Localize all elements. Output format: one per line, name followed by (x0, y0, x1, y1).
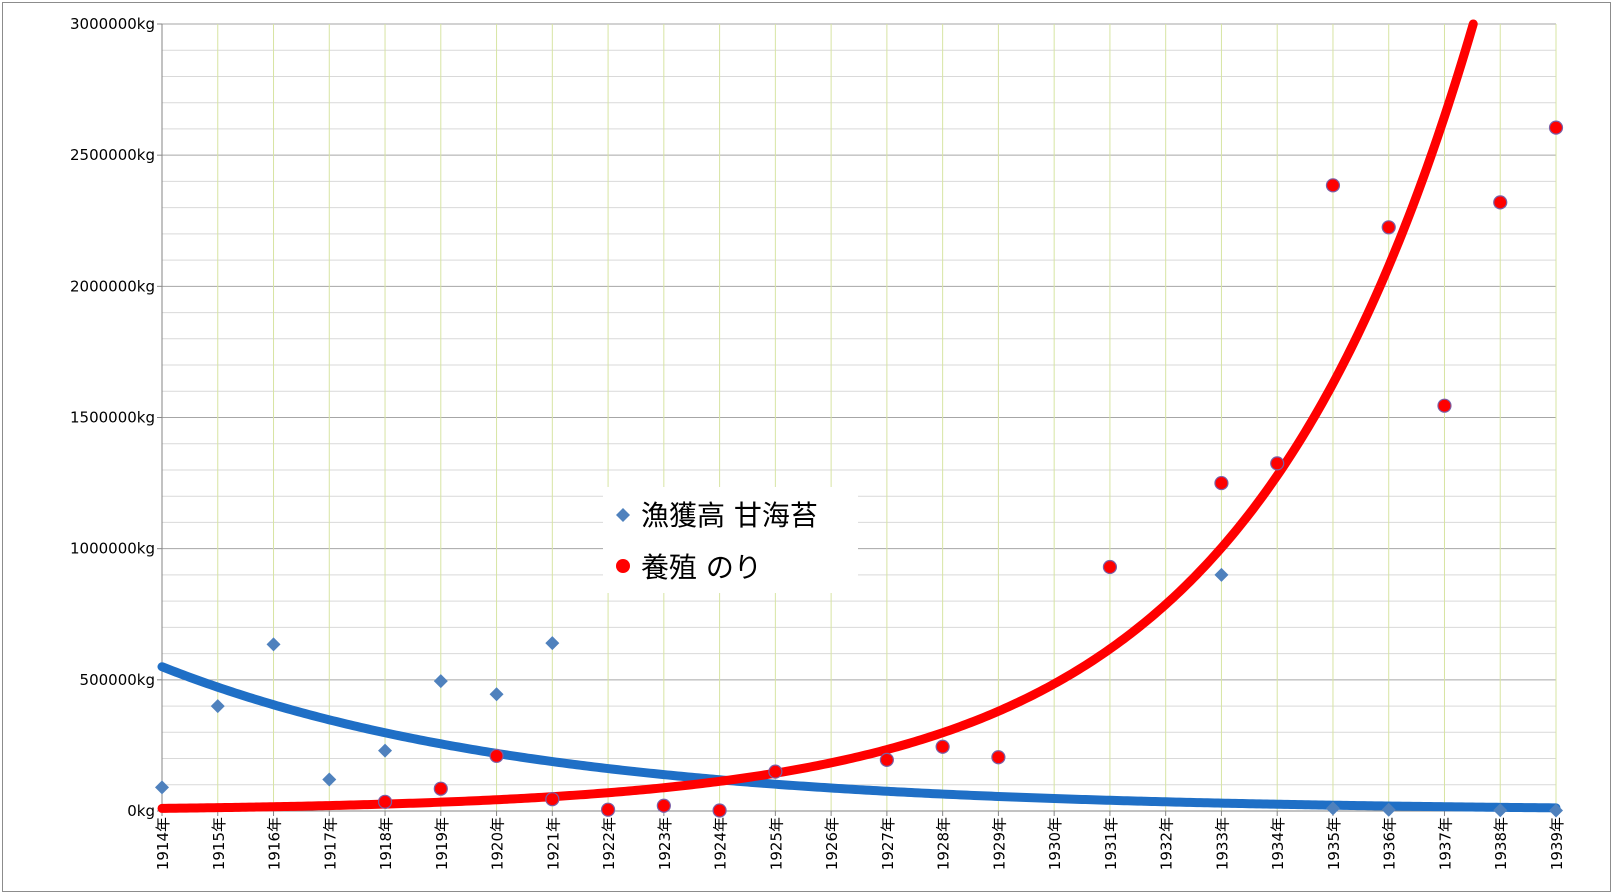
legend: 漁獲高 甘海苔 養殖 のり (603, 487, 858, 593)
data-point-diamond (433, 674, 448, 689)
x-tick-label: 1925年 (767, 817, 785, 870)
data-point-diamond (545, 636, 560, 651)
data-point-diamond (155, 780, 169, 795)
data-point-circle (1548, 120, 1564, 135)
x-tick-label: 1932年 (1158, 817, 1176, 870)
x-tick-label: 1914年 (154, 817, 172, 870)
x-tick-label: 1933年 (1213, 817, 1231, 870)
legend-marker-diamond (616, 508, 630, 522)
x-tick-label: 1919年 (433, 817, 451, 870)
data-points (155, 120, 1564, 818)
data-point-diamond (1549, 803, 1563, 818)
x-tick-label: 1923年 (656, 817, 674, 870)
vertical-gridlines (217, 24, 1557, 811)
data-point-diamond (378, 743, 393, 758)
x-tick-label: 1936年 (1381, 817, 1399, 870)
minor-gridlines (162, 49, 1556, 786)
data-point-diamond (210, 699, 225, 714)
data-point-circle (768, 764, 783, 779)
x-tick-label: 1934年 (1269, 817, 1287, 870)
trendline-series-0 (157, 662, 1561, 813)
x-tick-label: 1921年 (544, 817, 562, 870)
data-point-diamond (1325, 801, 1340, 816)
x-axis-ticks: 1914年 1915年 1916年 1917年 1918年 1919年 1920年 1921年… (154, 811, 1566, 870)
data-point-diamond (1493, 803, 1508, 818)
trendline-series-1 (157, 19, 1478, 813)
y-tick-label: 1500000kg (70, 409, 155, 427)
data-point-circle (1437, 398, 1452, 413)
x-tick-label: 1939年 (1548, 817, 1566, 870)
x-tick-label: 1922年 (600, 817, 618, 870)
legend-marker-circle (616, 559, 630, 573)
data-point-circle (433, 781, 448, 796)
y-tick-label: 3000000kg (70, 15, 155, 33)
x-tick-label: 1924年 (712, 817, 730, 870)
y-tick-label: 2000000kg (70, 277, 155, 295)
x-tick-label: 1916年 (266, 817, 284, 870)
data-point-circle (1493, 195, 1508, 210)
data-point-circle (489, 748, 504, 764)
data-point-circle (1381, 220, 1396, 235)
data-point-circle (377, 794, 393, 809)
x-tick-label: 1930年 (1046, 817, 1064, 870)
x-tick-label: 1931年 (1102, 817, 1120, 870)
x-tick-label: 1918年 (377, 817, 395, 870)
y-tick-label: 0kg (127, 802, 155, 820)
x-tick-label: 1926年 (823, 817, 841, 870)
x-tick-label: 1917年 (321, 817, 339, 870)
data-point-circle (712, 803, 727, 818)
y-tick-label: 1000000kg (70, 540, 155, 558)
x-tick-label: 1927年 (879, 817, 897, 870)
data-point-circle (600, 802, 616, 817)
legend-label-catch: 漁獲高 甘海苔 (641, 499, 818, 532)
data-point-circle (991, 750, 1006, 765)
data-point-circle (1102, 559, 1118, 575)
data-point-circle (545, 792, 560, 807)
x-tick-label: 1928年 (935, 817, 953, 870)
data-point-diamond (489, 687, 504, 702)
data-point-circle (1214, 475, 1229, 491)
legend-box (603, 487, 858, 593)
data-point-circle (1325, 178, 1341, 193)
data-point-diamond (266, 637, 281, 652)
x-tick-label: 1920年 (489, 817, 507, 870)
x-tick-label: 1915年 (210, 817, 228, 870)
major-gridlines (162, 23, 1556, 812)
data-point-diamond (1214, 567, 1229, 582)
data-point-circle (879, 752, 894, 767)
x-tick-label: 1937年 (1436, 817, 1454, 870)
trendlines (157, 19, 1561, 813)
legend-label-aquaculture: 養殖 のり (641, 551, 762, 584)
x-tick-label: 1929年 (990, 817, 1008, 870)
data-point-circle (1270, 456, 1285, 471)
data-point-diamond (322, 772, 337, 787)
x-tick-label: 1938年 (1492, 817, 1510, 870)
data-point-circle (935, 739, 950, 754)
y-tick-label: 500000kg (80, 671, 155, 689)
x-tick-label: 1935年 (1325, 817, 1343, 870)
y-axis-ticks: 0kg 500000kg 1000000kg 1500000kg 2000000kg 25… (70, 15, 162, 820)
data-point-circle (656, 798, 671, 813)
data-point-diamond (1381, 802, 1396, 817)
y-tick-label: 2500000kg (70, 146, 155, 164)
